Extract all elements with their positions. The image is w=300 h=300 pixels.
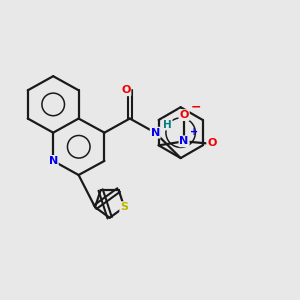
Text: H: H <box>163 120 172 130</box>
Text: N: N <box>151 128 160 138</box>
Text: S: S <box>120 202 128 212</box>
Text: O: O <box>207 138 217 148</box>
Text: −: − <box>191 101 201 114</box>
Text: N: N <box>49 156 58 166</box>
Text: O: O <box>121 85 130 95</box>
Text: O: O <box>179 110 189 120</box>
Text: +: + <box>190 127 198 137</box>
Text: N: N <box>179 136 189 146</box>
